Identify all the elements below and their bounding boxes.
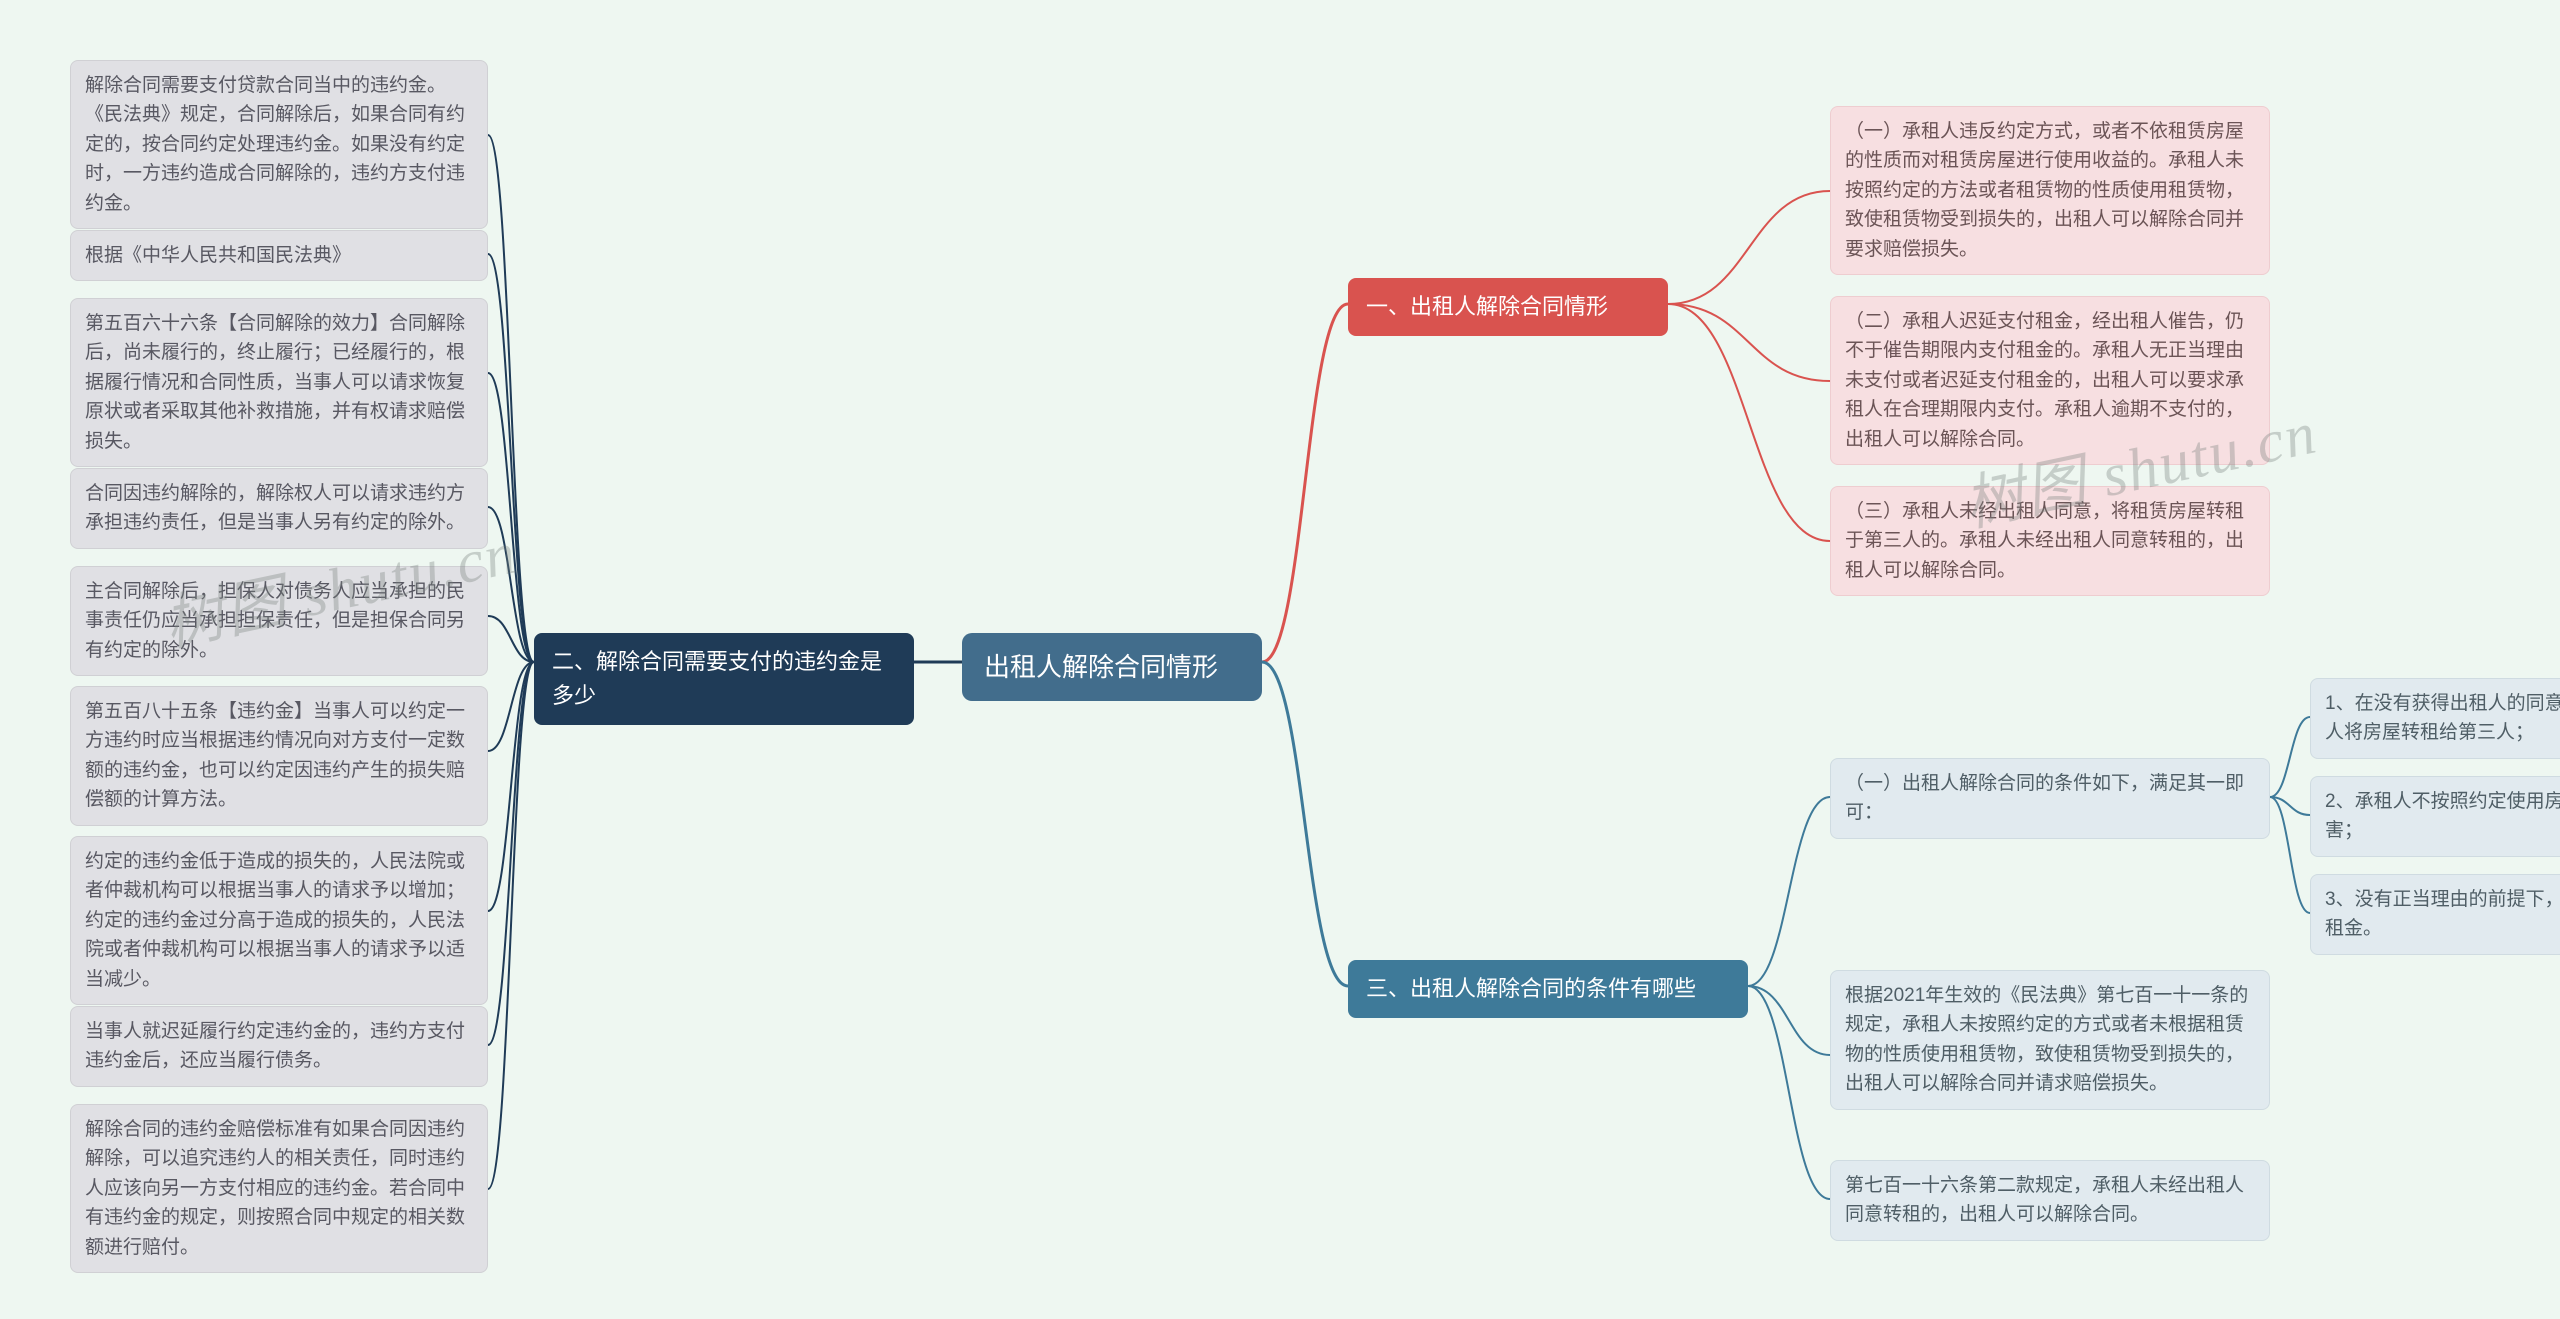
root-node: 出租人解除合同情形 bbox=[962, 633, 1262, 701]
b2c5: 主合同解除后，担保人对债务人应当承担的民事责任仍应当承担担保责任，但是担保合同另… bbox=[70, 566, 488, 676]
b2c8: 当事人就迟延履行约定违约金的，违约方支付违约金后，还应当履行债务。 bbox=[70, 1006, 488, 1087]
b3c1: （一）出租人解除合同的条件如下，满足其一即可： bbox=[1830, 758, 2270, 839]
b1c3: （三）承租人未经出租人同意，将租赁房屋转租于第三人的。承租人未经出租人同意转租的… bbox=[1830, 486, 2270, 596]
b2c4: 合同因违约解除的，解除权人可以请求违约方承担违约责任，但是当事人另有约定的除外。 bbox=[70, 468, 488, 549]
b3c1c: 3、没有正当理由的前提下，承租人逾期交纳租金。 bbox=[2310, 874, 2560, 955]
b2c3: 第五百六十六条【合同解除的效力】合同解除后，尚未履行的，终止履行；已经履行的，根… bbox=[70, 298, 488, 467]
b3c3: 第七百一十六条第二款规定，承租人未经出租人同意转租的，出租人可以解除合同。 bbox=[1830, 1160, 2270, 1241]
b3c2: 根据2021年生效的《民法典》第七百一十一条的规定，承租人未按照约定的方式或者未… bbox=[1830, 970, 2270, 1110]
b3c1b: 2、承租人不按照约定使用房屋，造成房屋损害； bbox=[2310, 776, 2560, 857]
b2c2: 根据《中华人民共和国民法典》 bbox=[70, 230, 488, 281]
b3c1a: 1、在没有获得出租人的同意的前提下，承租人将房屋转租给第三人； bbox=[2310, 678, 2560, 759]
b1c2: （二）承租人迟延支付租金，经出租人催告，仍不于催告期限内支付租金的。承租人无正当… bbox=[1830, 296, 2270, 465]
b2: 二、解除合同需要支付的违约金是多少 bbox=[534, 633, 914, 725]
b2c1: 解除合同需要支付贷款合同当中的违约金。《民法典》规定，合同解除后，如果合同有约定… bbox=[70, 60, 488, 229]
b1c1: （一）承租人违反约定方式，或者不依租赁房屋的性质而对租赁房屋进行使用收益的。承租… bbox=[1830, 106, 2270, 275]
b1: 一、出租人解除合同情形 bbox=[1348, 278, 1668, 336]
b2c6: 第五百八十五条【违约金】当事人可以约定一方违约时应当根据违约情况向对方支付一定数… bbox=[70, 686, 488, 826]
b2c7: 约定的违约金低于造成的损失的，人民法院或者仲裁机构可以根据当事人的请求予以增加；… bbox=[70, 836, 488, 1005]
b3: 三、出租人解除合同的条件有哪些 bbox=[1348, 960, 1748, 1018]
b2c9: 解除合同的违约金赔偿标准有如果合同因违约解除，可以追究违约人的相关责任，同时违约… bbox=[70, 1104, 488, 1273]
